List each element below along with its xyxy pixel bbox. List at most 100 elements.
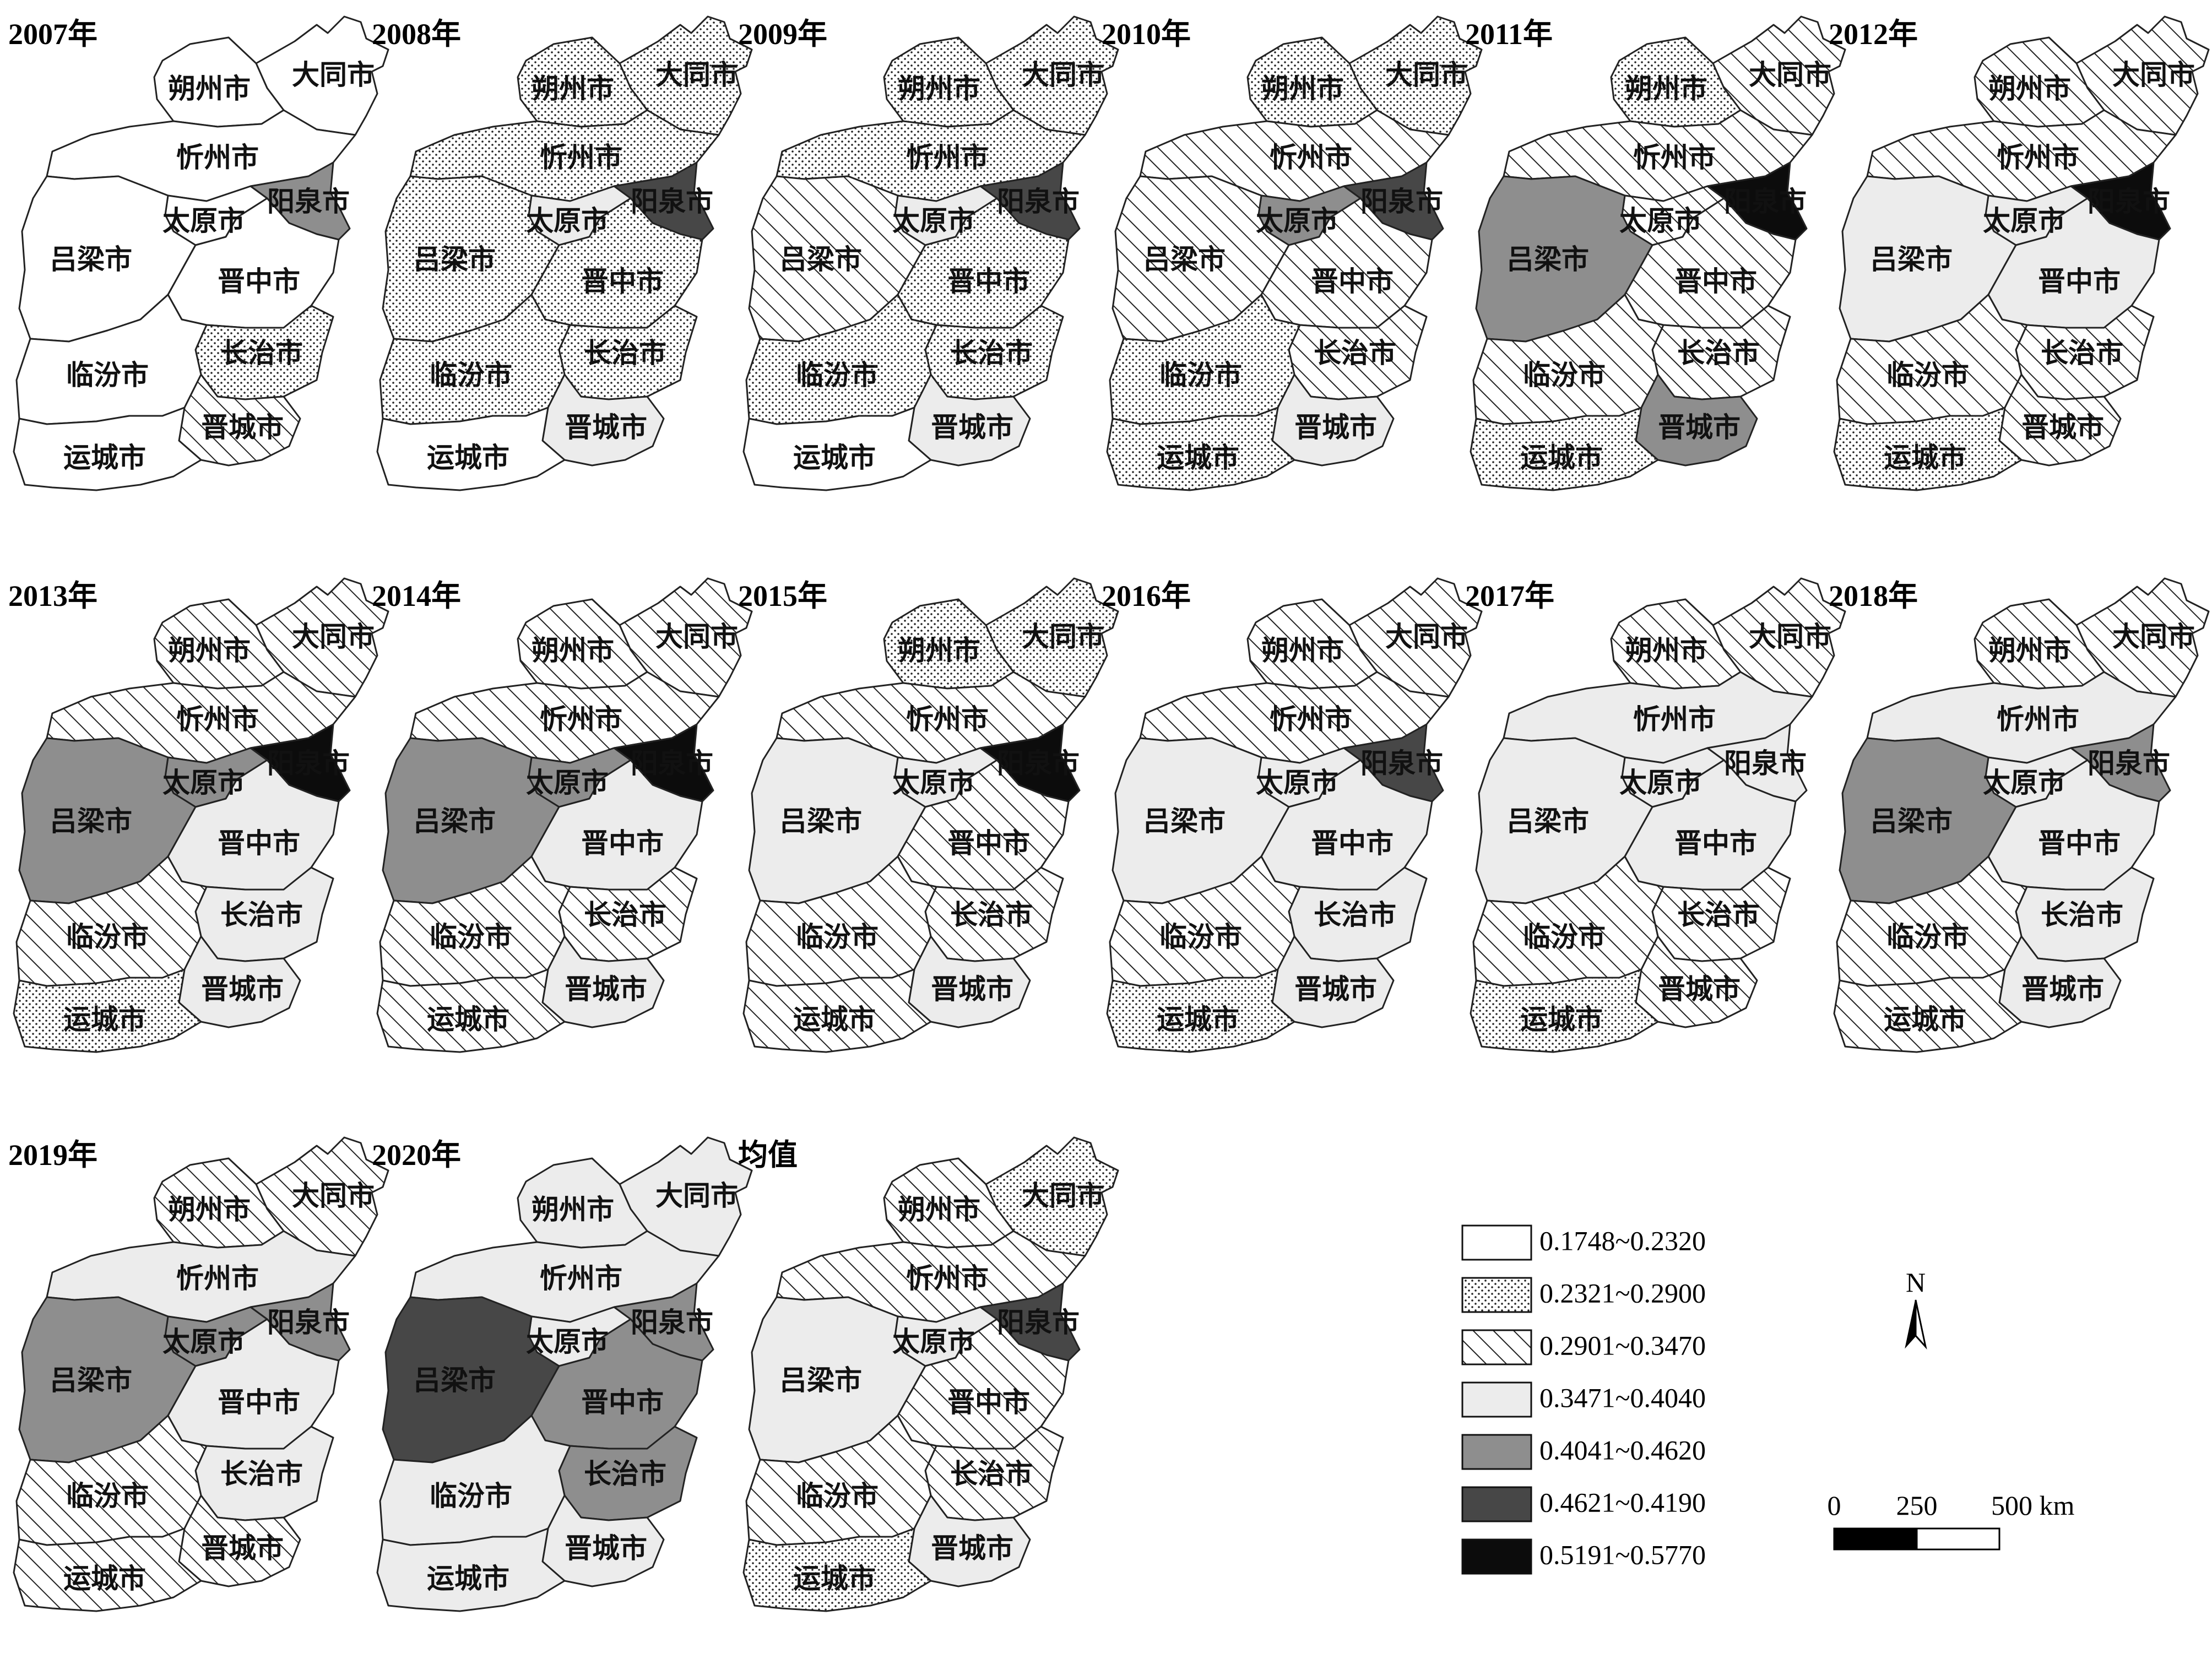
- city-label: 朔州市: [168, 634, 251, 666]
- city-label: 吕梁市: [413, 805, 496, 837]
- city-label: 临汾市: [1886, 359, 1969, 391]
- city-label: 忻州市: [906, 141, 989, 174]
- panel-title: 2007年: [8, 18, 97, 51]
- city-label: 忻州市: [1270, 703, 1352, 735]
- city-label: 太原市: [1983, 766, 2065, 799]
- legend-swatch: [1461, 1329, 1532, 1365]
- city-label: 朔州市: [1261, 634, 1344, 666]
- city-label: 忻州市: [176, 1262, 259, 1294]
- panel-title: 2009年: [738, 18, 827, 51]
- city-label: 长治市: [1677, 898, 1760, 931]
- panel-title: 2018年: [1829, 579, 1918, 613]
- city-label: 大同市: [1022, 58, 1104, 91]
- city-label: 朔州市: [168, 72, 251, 105]
- city-label: 长治市: [950, 898, 1033, 931]
- city-label: 晋城市: [1658, 411, 1741, 443]
- city-label: 忻州市: [1997, 141, 2079, 174]
- city-label: 阳泉市: [1724, 185, 1807, 218]
- city-label: 长治市: [1677, 337, 1760, 369]
- city-label: 晋城市: [565, 411, 647, 443]
- north-label: N: [1906, 1267, 1926, 1298]
- city-label: 太原市: [162, 204, 245, 237]
- city-label: 太原市: [892, 1325, 975, 1358]
- city-label: 晋中市: [2038, 265, 2121, 297]
- city-label: 忻州市: [906, 1262, 989, 1294]
- city-label: 阳泉市: [267, 185, 350, 218]
- city-label: 吕梁市: [1506, 243, 1589, 275]
- region-运城市: [1106, 968, 1295, 1053]
- city-label: 临汾市: [1523, 920, 1606, 953]
- city-label: 太原市: [526, 766, 609, 799]
- city-label: 晋城市: [565, 973, 647, 1005]
- panel-title: 均值: [738, 1139, 798, 1172]
- city-label: 太原市: [892, 766, 975, 799]
- city-label: 太原市: [162, 1325, 245, 1358]
- panel-title: 2011年: [1465, 18, 1553, 51]
- legend-swatch: [1461, 1224, 1532, 1261]
- city-label: 阳泉市: [631, 1306, 713, 1338]
- city-label: 阳泉市: [1360, 747, 1443, 779]
- region-运城市: [1470, 968, 1659, 1053]
- city-label: 晋城市: [1294, 973, 1377, 1005]
- city-label: 运城市: [63, 1003, 146, 1036]
- city-label: 吕梁市: [50, 243, 132, 275]
- city-label: 大同市: [655, 58, 738, 91]
- city-label: 太原市: [1619, 204, 1702, 237]
- city-label: 阳泉市: [2088, 747, 2170, 779]
- city-label: 太原市: [892, 204, 975, 237]
- city-label: 忻州市: [540, 703, 622, 735]
- city-label: 吕梁市: [779, 243, 862, 275]
- city-label: 大同市: [292, 620, 375, 653]
- city-label: 太原市: [1256, 766, 1338, 799]
- legend-swatch: [1461, 1277, 1532, 1313]
- city-label: 太原市: [1256, 204, 1338, 237]
- city-label: 长治市: [950, 337, 1033, 369]
- city-label: 晋中市: [581, 265, 664, 297]
- city-label: 晋中市: [218, 1386, 300, 1418]
- city-label: 朔州市: [1988, 72, 2071, 105]
- city-label: 忻州市: [540, 1262, 622, 1294]
- legend-label: 0.3471~0.4040: [1539, 1382, 1706, 1413]
- scale-tick-label: 500 km: [1991, 1490, 2075, 1521]
- city-label: 阳泉市: [267, 747, 350, 779]
- legend: 0.1748~0.2320 0.2321~0.2900 0.2901~0.3470 0…: [1461, 1224, 1706, 1575]
- region-运城市: [376, 1527, 566, 1612]
- city-label: 忻州市: [1633, 141, 1716, 174]
- city-label: 长治市: [2041, 337, 2123, 369]
- city-label: 临汾市: [66, 359, 149, 391]
- region-运城市: [742, 406, 932, 491]
- city-label: 朔州市: [1625, 72, 1707, 105]
- city-label: 阳泉市: [997, 747, 1080, 779]
- legend-swatch: [1461, 1538, 1532, 1575]
- legend-label: 0.1748~0.2320: [1539, 1225, 1706, 1256]
- city-label: 大同市: [1385, 620, 1468, 653]
- panel-title: 2008年: [372, 18, 461, 51]
- city-label: 长治市: [584, 337, 666, 369]
- city-label: 临汾市: [430, 359, 512, 391]
- region-运城市: [1833, 406, 2023, 491]
- city-label: 朔州市: [1988, 634, 2071, 666]
- city-label: 运城市: [793, 441, 876, 474]
- panel-title: 2016年: [1102, 579, 1191, 613]
- city-label: 太原市: [526, 1325, 609, 1358]
- region-运城市: [376, 406, 566, 491]
- legend-swatch: [1461, 1486, 1532, 1522]
- city-label: 临汾市: [1159, 920, 1242, 953]
- city-label: 阳泉市: [1360, 185, 1443, 218]
- legend-label: 0.4621~0.4190: [1539, 1487, 1706, 1517]
- legend-swatch: [1461, 1381, 1532, 1418]
- city-label: 阳泉市: [2088, 185, 2170, 218]
- north-arrow: N: [1905, 1267, 1927, 1350]
- city-label: 太原市: [526, 204, 609, 237]
- city-label: 晋城市: [931, 1532, 1013, 1564]
